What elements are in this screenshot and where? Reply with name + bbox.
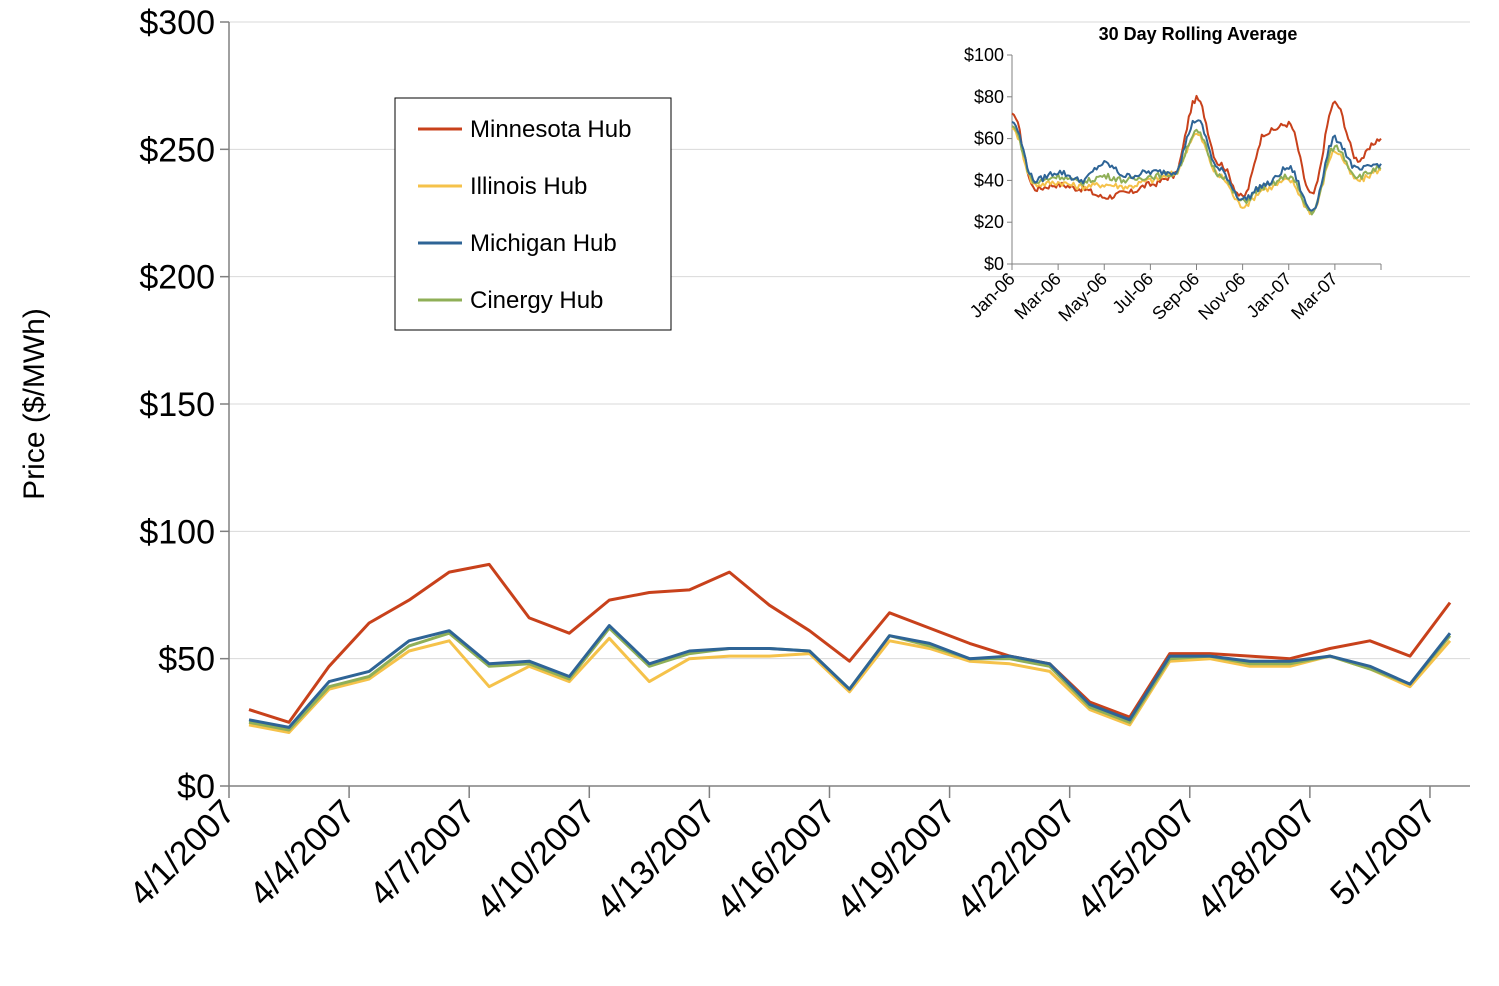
inset-chart: 30 Day Rolling Average $0 $20 $40 $60 $80 $10… bbox=[964, 24, 1382, 326]
inset-y-tick-label: $20 bbox=[974, 212, 1004, 232]
main-y-axis-label: Price ($/MWh) bbox=[18, 308, 51, 500]
main-y-tick-label: $200 bbox=[139, 259, 215, 297]
inset-series-lines bbox=[1011, 94, 1382, 216]
legend-box bbox=[394, 97, 672, 331]
inset-axes bbox=[1007, 54, 1382, 270]
legend-label-illinois-hub: Illinois Hub bbox=[470, 173, 587, 200]
main-series-lines bbox=[248, 562, 1452, 734]
main-y-tick-label: $250 bbox=[139, 131, 215, 169]
inset-title: 30 Day Rolling Average bbox=[1099, 24, 1298, 44]
main-x-tick-label: 4/10/2007 bbox=[469, 793, 603, 927]
inset-y-tick-label: $40 bbox=[974, 170, 1004, 190]
main-x-tick-label: 5/1/2007 bbox=[1323, 793, 1443, 913]
main-x-tick-label: 4/1/2007 bbox=[122, 793, 242, 913]
inset-x-tick-labels: Jan-06Mar-06May-06Jul-06Sep-06Nov-06Jan-… bbox=[966, 269, 1342, 326]
series-line-minnesota-hub bbox=[248, 562, 1452, 724]
main-y-tick-label: $100 bbox=[139, 513, 215, 551]
main-y-tick-label: $300 bbox=[139, 4, 215, 42]
main-x-tick-label: 4/28/2007 bbox=[1190, 793, 1324, 927]
legend-label-michigan-hub: Michigan Hub bbox=[470, 230, 617, 257]
inset-y-tick-labels: $0 $20 $40 $60 $80 $100 bbox=[964, 45, 1004, 274]
main-x-tick-label: 4/19/2007 bbox=[829, 793, 963, 927]
main-y-tick-label: $50 bbox=[158, 641, 215, 679]
legend: Minnesota Hub Illinois Hub Michigan Hub Cin… bbox=[394, 97, 672, 331]
main-x-tick-label: 4/7/2007 bbox=[362, 793, 482, 913]
inset-y-tick-label: $0 bbox=[984, 254, 1004, 274]
main-x-tick-label: 4/13/2007 bbox=[589, 793, 723, 927]
series-line-illinois-hub bbox=[248, 636, 1452, 734]
main-y-tick-labels: $0 $50 $100 $150 $200 $250 $300 bbox=[139, 4, 215, 806]
legend-label-minnesota-hub: Minnesota Hub bbox=[470, 116, 631, 143]
main-x-tick-label: 4/16/2007 bbox=[709, 793, 843, 927]
inset-series-line-minnesota-hub bbox=[1011, 94, 1382, 200]
main-x-tick-labels: 4/1/2007 4/4/2007 4/7/20074/10/20074/13/20… bbox=[122, 793, 1443, 927]
main-axes bbox=[220, 21, 1470, 798]
series-line-michigan-hub bbox=[248, 624, 1452, 729]
inset-y-tick-label: $80 bbox=[974, 87, 1004, 107]
series-line-cinergy-hub bbox=[248, 626, 1452, 732]
main-y-tick-label: $150 bbox=[139, 386, 215, 424]
inset-x-tick-label: May-06 bbox=[1054, 269, 1111, 326]
main-y-tick-label: $0 bbox=[177, 768, 215, 806]
inset-series-line-michigan-hub bbox=[1011, 119, 1382, 212]
main-x-tick-label: 4/4/2007 bbox=[242, 793, 362, 913]
inset-y-tick-label: $60 bbox=[974, 129, 1004, 149]
main-x-tick-label: 4/25/2007 bbox=[1070, 793, 1204, 927]
inset-y-tick-label: $100 bbox=[964, 45, 1004, 65]
legend-label-cinergy-hub: Cinergy Hub bbox=[470, 287, 603, 314]
main-x-tick-label: 4/22/2007 bbox=[950, 793, 1084, 927]
